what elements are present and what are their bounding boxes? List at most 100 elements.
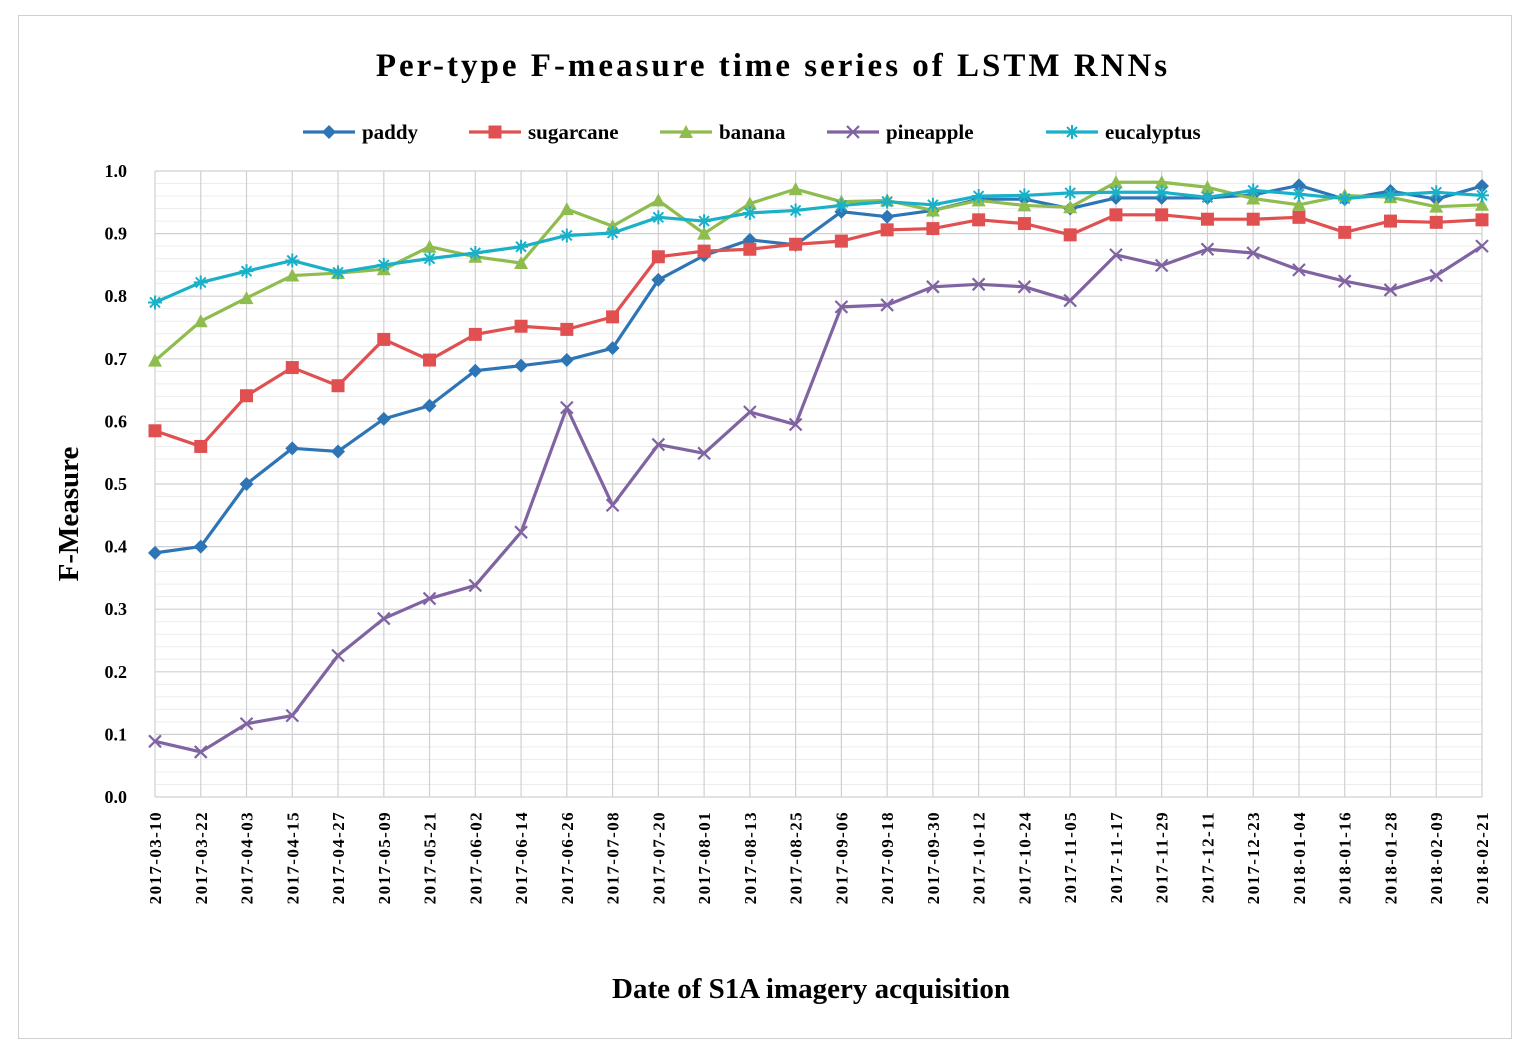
data-point <box>1475 213 1489 227</box>
data-point <box>1065 125 1079 139</box>
data-point <box>1291 187 1306 202</box>
data-point <box>971 189 986 204</box>
x-tick-label: 2017-10-12 <box>970 811 989 904</box>
data-point <box>148 734 162 749</box>
y-tick-label: 0.3 <box>105 599 128 619</box>
chart-frame <box>18 15 1512 1039</box>
data-point <box>377 611 391 626</box>
series-line-sugarcane <box>154 213 1483 449</box>
data-point <box>148 545 162 560</box>
data-point <box>1154 185 1169 200</box>
legend-item-eucalyptus: eucalyptus <box>1046 120 1201 144</box>
data-point <box>1109 208 1123 222</box>
data-point <box>742 205 757 220</box>
data-point <box>488 125 502 139</box>
y-tick-label: 0.6 <box>105 411 128 431</box>
series-eucalyptus <box>148 183 1489 310</box>
data-point <box>331 444 346 459</box>
data-point <box>285 441 300 456</box>
x-tick-label: 2017-03-10 <box>146 811 165 904</box>
data-point <box>697 226 712 240</box>
y-tick-label: 1.0 <box>105 161 128 181</box>
x-tick-label: 2017-11-17 <box>1107 811 1126 903</box>
x-tick-label: 2017-10-24 <box>1015 811 1034 904</box>
data-point <box>788 203 803 218</box>
x-axis-ticks: 2017-03-10 2017-03-22 2017-04-03 2017-04-15… <box>146 811 1492 904</box>
x-tick-label: 2017-08-25 <box>787 811 806 904</box>
data-point <box>742 196 757 210</box>
x-tick-label: 2017-11-29 <box>1153 811 1172 903</box>
data-point <box>1337 274 1352 288</box>
data-point <box>1017 217 1031 231</box>
data-point <box>1475 179 1489 194</box>
legend-label: pineapple <box>886 120 974 144</box>
data-point <box>971 277 986 292</box>
x-tick-label: 2018-01-04 <box>1290 811 1309 904</box>
data-point <box>651 437 666 452</box>
data-point <box>468 246 483 261</box>
x-tick-label: 2017-08-01 <box>695 811 714 904</box>
data-point <box>560 400 574 415</box>
data-point <box>559 228 574 243</box>
data-point <box>1154 258 1169 273</box>
data-point <box>1475 197 1489 211</box>
data-point <box>1017 188 1032 203</box>
data-point <box>1063 228 1077 242</box>
data-point <box>1200 190 1215 205</box>
data-point <box>605 498 620 513</box>
series-layer <box>148 175 1489 759</box>
data-point <box>376 257 391 272</box>
series-line-banana <box>153 180 1483 362</box>
y-axis-label: F-Measure <box>53 446 85 581</box>
x-tick-label: 2017-06-02 <box>466 811 485 904</box>
data-point <box>834 300 849 314</box>
series-pineapple <box>148 239 1489 759</box>
chart-title: Per-type F-measure time series of LSTM R… <box>376 48 1170 84</box>
data-point <box>423 353 437 367</box>
data-point <box>743 405 757 419</box>
data-point <box>925 197 940 212</box>
data-point <box>1109 248 1123 262</box>
data-point <box>514 358 529 373</box>
x-tick-label: 2017-07-08 <box>604 811 623 904</box>
data-point <box>514 319 528 333</box>
data-point <box>651 250 665 264</box>
data-point <box>1292 263 1306 277</box>
data-point <box>285 253 300 268</box>
x-tick-label: 2018-02-21 <box>1473 811 1492 904</box>
data-point <box>972 213 986 227</box>
data-point <box>193 275 208 290</box>
data-point <box>331 265 346 280</box>
data-point <box>1475 188 1489 203</box>
data-point <box>377 332 391 346</box>
x-tick-label: 2017-07-20 <box>649 811 668 904</box>
data-point <box>697 446 711 461</box>
data-point <box>1108 185 1123 200</box>
data-point <box>468 363 483 378</box>
data-point <box>834 198 849 213</box>
data-point <box>240 389 254 403</box>
data-point <box>1383 187 1398 202</box>
data-point <box>239 477 254 491</box>
data-point <box>880 209 895 224</box>
x-tick-label: 2017-09-06 <box>832 811 851 904</box>
data-point <box>239 716 254 731</box>
y-tick-label: 0.7 <box>105 349 128 369</box>
x-tick-label: 2017-05-09 <box>375 811 394 904</box>
data-point <box>1063 293 1077 308</box>
data-point <box>1246 212 1260 226</box>
data-point <box>1017 198 1032 212</box>
series-sugarcane <box>148 208 1489 453</box>
data-point <box>422 251 437 266</box>
data-point <box>697 244 711 258</box>
data-point <box>514 525 528 539</box>
series-line-eucalyptus <box>154 188 1483 304</box>
data-point <box>788 417 803 432</box>
x-tick-label: 2017-06-14 <box>512 811 531 904</box>
y-axis-ticks: 0.0 0.1 0.2 0.3 0.4 0.5 0.6 0.7 0.8 0.9 1.0 <box>105 161 128 807</box>
data-point <box>605 341 620 356</box>
data-point <box>285 268 300 282</box>
y-tick-label: 0.4 <box>105 537 128 557</box>
data-point <box>1155 208 1169 222</box>
x-tick-label: 2017-03-22 <box>192 811 211 904</box>
